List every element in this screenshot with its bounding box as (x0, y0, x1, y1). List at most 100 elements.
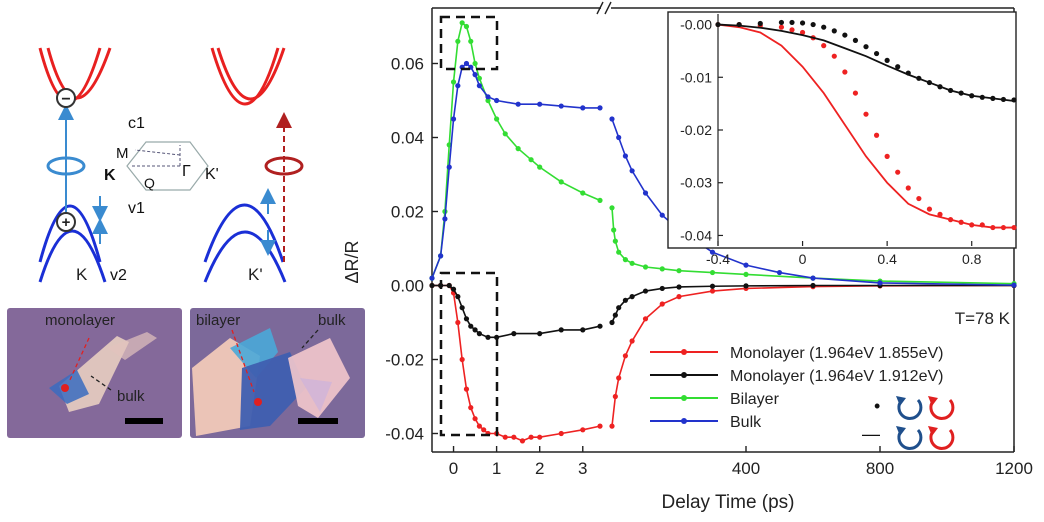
legend-label: Bulk (730, 414, 762, 431)
series-0-early-point (519, 438, 526, 444)
series-1-early-point (463, 316, 470, 322)
series-1-early-point (446, 282, 452, 289)
legend-marker (681, 349, 687, 355)
series-3-early-point (429, 275, 435, 281)
bz-label-kprime: K' (205, 166, 219, 183)
sigma-minus-icon-head (928, 426, 938, 436)
series-3-early-point (438, 253, 444, 259)
series-1-late-point (743, 283, 749, 289)
series-1-early-point (511, 331, 517, 337)
inset-black-dots-point (778, 19, 785, 26)
inset-red-dots-point (884, 153, 890, 159)
x-tick-label: 1200 (995, 459, 1033, 478)
series-2-early-point (450, 79, 457, 85)
bz-label-gamma: Γ (182, 163, 191, 180)
series-2-early-point (476, 75, 482, 81)
series-2-early-point (459, 20, 465, 26)
x-tick-label: 800 (866, 459, 894, 478)
inset-red-dots-point (821, 43, 827, 49)
inset-red-dots-point (990, 224, 996, 231)
micrograph-label-monolayer: monolayer (45, 312, 116, 329)
zoom-box-bottom (439, 271, 499, 437)
electron-marker (56, 88, 76, 108)
series-0-early-point (580, 427, 586, 433)
series-0-early-point (472, 416, 478, 422)
axis-break-mark (596, 1, 604, 15)
x-tick-label: 1 (492, 459, 501, 478)
y-axis-label: ΔR/R (342, 240, 362, 283)
kp-circular-polarization-icon (264, 156, 304, 176)
series-2-early-point (472, 60, 478, 67)
legend-marker (681, 395, 687, 401)
series-2-early-point (485, 97, 491, 104)
series-0-late-point (609, 423, 615, 429)
series-3-late-point (609, 116, 615, 122)
series-3-late-point (810, 275, 816, 281)
inset-red-dots-point (873, 132, 880, 138)
series-3-late-point (776, 269, 783, 276)
series-3-late-point (709, 249, 716, 255)
legend-marker (681, 372, 687, 378)
series-0-early-point (455, 319, 461, 326)
inset-black-dots-point (842, 32, 848, 38)
series-1-late-point (616, 305, 622, 311)
inset-black-dots-point (799, 20, 806, 26)
series-2-late-point (659, 266, 665, 272)
inset-red-dots-point (895, 169, 901, 175)
series-0-early-line (432, 284, 601, 442)
inset-red-dots-point (926, 206, 933, 212)
x-tick-label: 400 (732, 459, 760, 478)
series-3-late-point (622, 153, 629, 159)
inset-black-dots-point (757, 20, 763, 27)
inset-red-dots-point (947, 217, 954, 223)
zoom-box-top (439, 15, 499, 71)
inset-frame (667, 11, 1017, 249)
inset-y-tick-label: -0.00 (680, 17, 712, 33)
legend-label: Monolayer (1.964eV 1.855eV) (730, 345, 943, 362)
bz-path-m (134, 149, 181, 156)
inset-x-tick-label: 0 (799, 251, 807, 267)
micrograph-label-bulk-left: bulk (117, 388, 145, 405)
legend-key-dot: • (874, 396, 880, 416)
sigma-plus-icon-head (896, 426, 906, 436)
inset-black-dots-point (905, 70, 911, 76)
legend-marker (681, 418, 687, 424)
series-3-early-point (450, 116, 457, 122)
inset-red-line (717, 23, 1014, 229)
valley-label-kprime: K' (248, 265, 263, 284)
series-3-early-point (597, 105, 603, 111)
series-1-early-point (597, 323, 603, 329)
y-tick-label: 0.00 (391, 277, 424, 296)
inset-black-dots-point (789, 19, 795, 26)
series-3-late-point (616, 134, 622, 141)
bz-label-k: K (104, 167, 116, 184)
series-2-early-point (463, 23, 470, 30)
legend: Monolayer (1.964eV 1.855eV) Monolayer (1.… (650, 345, 955, 450)
series-0-late-point (642, 316, 649, 322)
series-1-late-point (622, 297, 629, 303)
inset-red-dots-point (852, 90, 859, 96)
inset-red-dots-point (969, 222, 975, 228)
series-2-late-point (676, 268, 682, 274)
series-3-early-point (463, 60, 470, 67)
series-2-early-point (528, 157, 534, 163)
axis-break-mark (604, 1, 612, 15)
bz-label-q: Q (144, 175, 155, 191)
y-tick-label: 0.04 (391, 129, 424, 148)
hole-symbol: + (62, 214, 71, 231)
series-3-early-point (485, 94, 491, 100)
sigma-plus-icon-head (896, 396, 906, 406)
series-0-early-point (597, 423, 603, 429)
inset-black-dots-point (831, 28, 837, 34)
series-0-early-point (463, 386, 470, 392)
series-3-early-point (472, 72, 478, 78)
valley-label-k: K (76, 265, 88, 284)
inset-black-dots-point (715, 21, 721, 28)
sigma-minus-icon-head (928, 396, 938, 406)
inset-red-dots-point (1011, 224, 1017, 231)
x-tick-label: 2 (535, 459, 544, 478)
hole-marker (56, 212, 76, 232)
series-2-late-point (616, 249, 622, 255)
